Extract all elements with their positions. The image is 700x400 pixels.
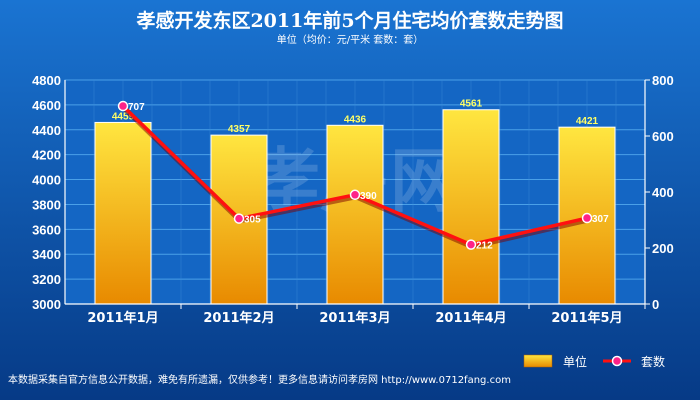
line-point — [117, 100, 129, 112]
bar-value-label: 4421 — [576, 116, 599, 127]
bar — [326, 124, 384, 305]
x-axis-tick-label: 2011年1月 — [87, 310, 158, 326]
line-value-label: 307 — [592, 214, 609, 225]
y-axis-right-tick-label: 400 — [652, 185, 674, 200]
y-axis-left-tick-label: 3400 — [32, 247, 61, 262]
bar-value-label: 4357 — [228, 124, 251, 135]
legend-line-marker — [611, 355, 623, 367]
line-value-label: 212 — [476, 241, 493, 252]
y-axis-left-tick-label: 3200 — [32, 272, 61, 287]
bar — [94, 121, 152, 305]
line-value-label: 305 — [244, 215, 261, 226]
y-axis-left-tick-label: 3800 — [32, 197, 61, 212]
legend: 单位 套数 — [523, 354, 665, 369]
y-axis-right-tick-label: 0 — [652, 297, 659, 312]
y-axis-right-tick-label: 600 — [652, 129, 674, 144]
y-axis-left-tick-label: 3000 — [32, 297, 61, 312]
line-point — [465, 239, 477, 250]
legend-line-label: 套数 — [641, 354, 665, 369]
x-axis-tick-label: 2011年3月 — [319, 310, 390, 326]
bar-value-label: 4459 — [112, 111, 135, 122]
line-value-label: 707 — [128, 102, 145, 113]
chart-title: 孝感开发东区2011年前5个月住宅均价套数走势图 — [136, 9, 563, 32]
axis-layer: 3000320034003600380040004200440046004800… — [32, 73, 674, 326]
chart-subtitle: 单位（均价：元/平米 套数：套） — [277, 33, 424, 46]
y-axis-left-tick-label: 3600 — [32, 222, 61, 237]
y-axis-right-tick-label: 200 — [652, 241, 674, 256]
bar-value-label: 4561 — [460, 99, 483, 110]
bar — [442, 109, 500, 305]
x-axis-tick-label: 2011年4月 — [435, 310, 506, 326]
line-point — [349, 189, 361, 201]
line-point — [233, 213, 245, 224]
y-axis-left-tick-label: 4600 — [32, 98, 61, 113]
line-layer: 707 305 390 212 307 — [117, 100, 609, 252]
y-axis-right-tick-label: 800 — [652, 73, 674, 88]
bar-value-label: 4436 — [344, 114, 367, 125]
line-value-label: 390 — [360, 191, 377, 202]
legend-bar-label: 单位 — [563, 354, 587, 369]
y-axis-left-tick-label: 4800 — [32, 73, 61, 88]
x-axis-tick-label: 2011年2月 — [203, 310, 274, 326]
y-axis-left-tick-label: 4400 — [32, 123, 61, 138]
footer-note: 本数据采集自官方信息公开数据，难免有所遗漏，仅供参考！更多信息请访问孝房网 ht… — [8, 373, 511, 386]
y-axis-left-tick-label: 4000 — [32, 173, 61, 188]
x-axis-tick-label: 2011年5月 — [551, 310, 622, 326]
legend-bar-swatch — [523, 354, 553, 368]
y-axis-left-tick-label: 4200 — [32, 148, 61, 163]
line-point — [581, 212, 593, 224]
